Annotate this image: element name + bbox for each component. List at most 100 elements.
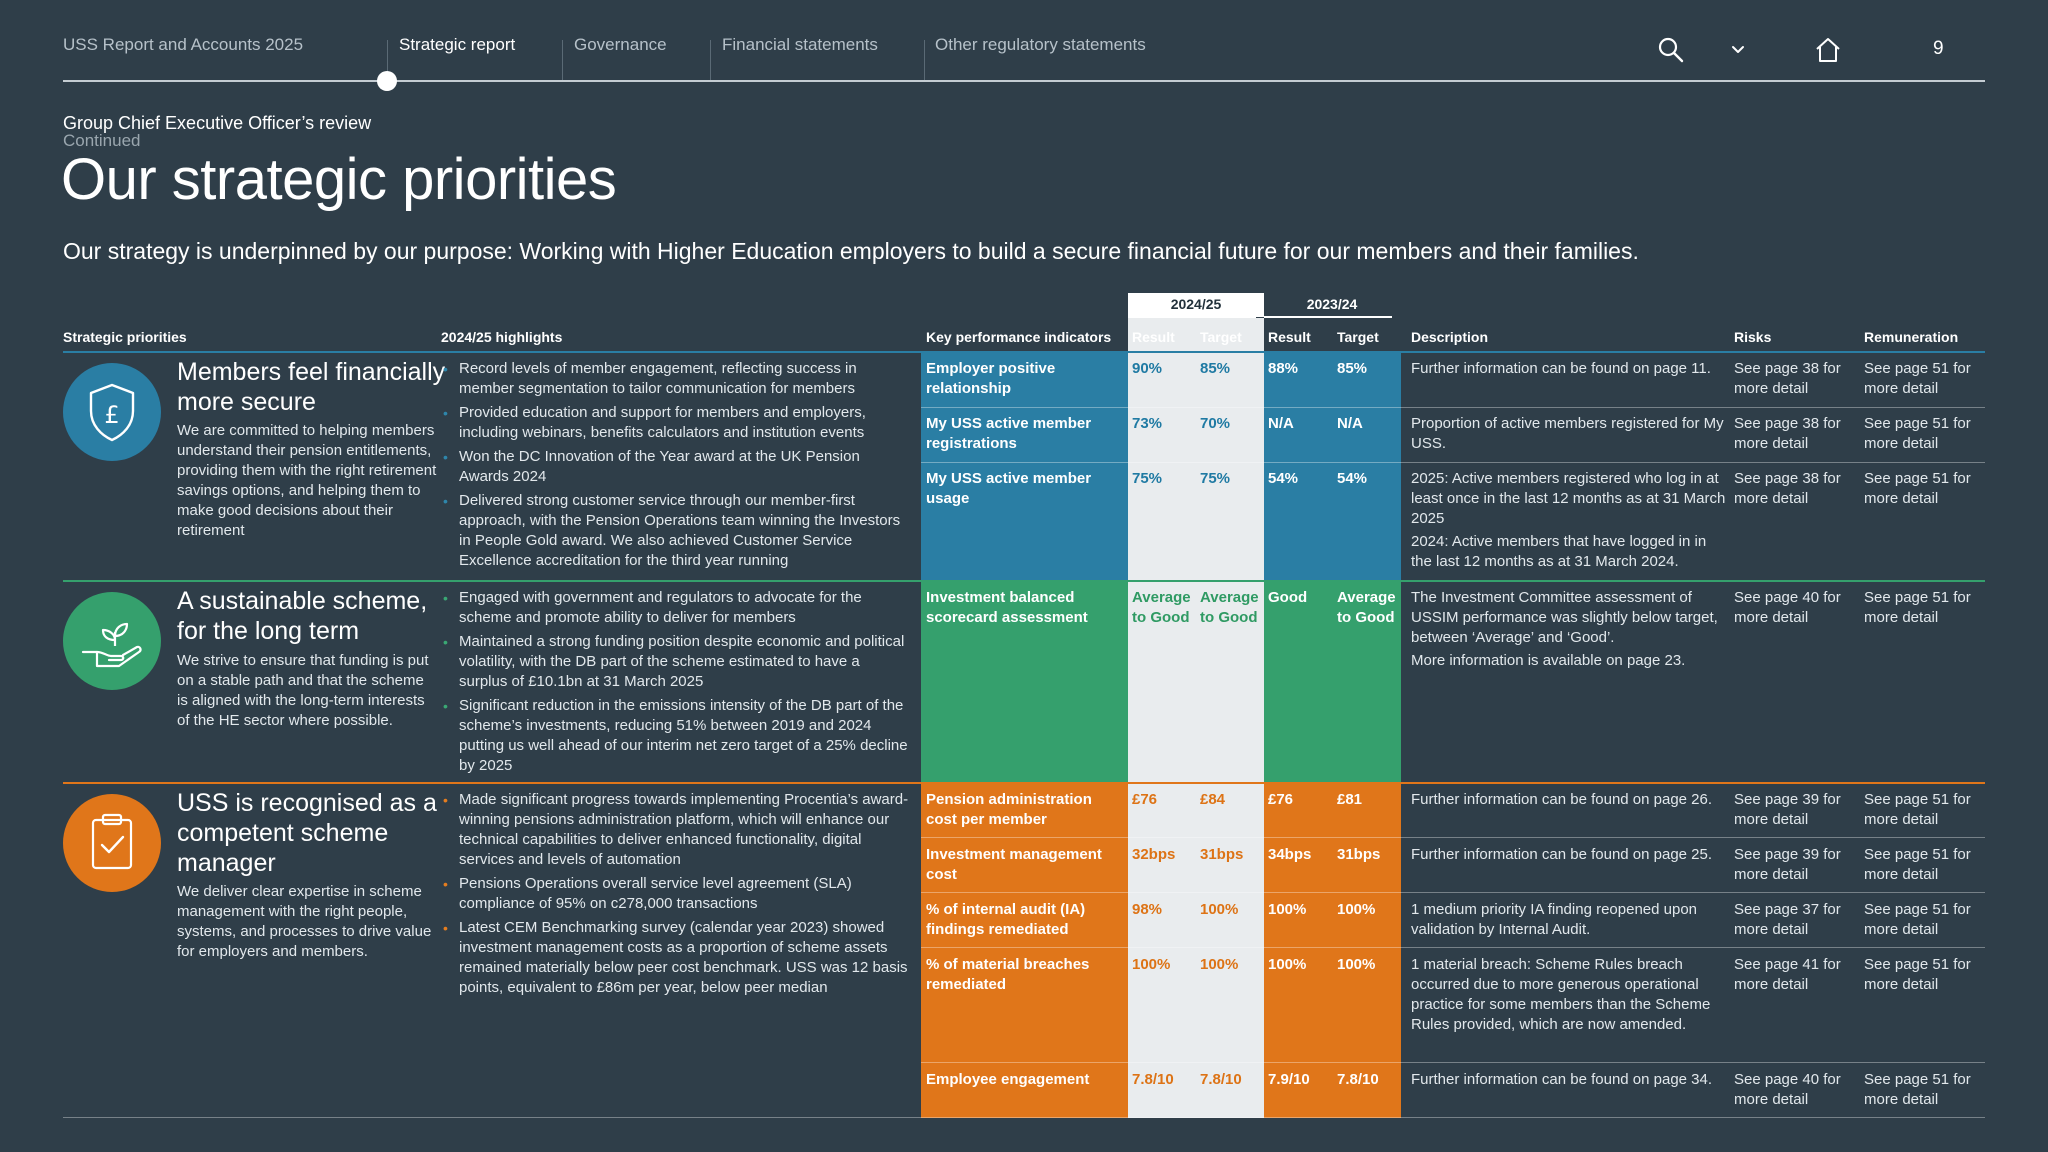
list-item: Latest CEM Benchmarking survey (calendar… (441, 918, 911, 998)
list-item: Engaged with government and regulators t… (441, 588, 911, 628)
current-year-header-bg (1128, 318, 1264, 352)
kpi-risks: See page 40 for more detail (1734, 589, 1841, 626)
priority-title: A sustainable scheme, for the long term (177, 587, 428, 645)
kpi-remuneration: See page 51 for more detail (1864, 415, 1971, 452)
kpi-name: My USS active member usage (926, 470, 1092, 507)
kpi-description: 2025: Active members registered who log … (1411, 470, 1726, 527)
divider-competent (63, 782, 1985, 784)
section-label: Group Chief Executive Officer’s review (63, 113, 372, 133)
kpi-target-previous: £81 (1337, 791, 1363, 808)
kpi-target-current: 70% (1200, 415, 1231, 432)
kpi-result-previous: 54% (1268, 470, 1299, 487)
year-underline (1264, 316, 1392, 318)
chevron-down-icon[interactable] (1724, 36, 1752, 64)
kpi-remuneration: See page 51 for more detail (1864, 791, 1971, 828)
kpi-description: Further information can be found on page… (1411, 360, 1711, 377)
kpi-description: Further information can be found on page… (1411, 1071, 1713, 1088)
kpi-remuneration: See page 51 for more detail (1864, 846, 1971, 883)
clipboard-check-icon (63, 794, 161, 892)
list-item: Made significant progress towards implem… (441, 790, 911, 870)
tab-strategic-report[interactable]: Strategic report (399, 35, 516, 54)
header-priorities: Strategic priorities (63, 329, 187, 345)
tab-other-regulatory-statements[interactable]: Other regulatory statements (935, 35, 1146, 54)
tab-financial-statements[interactable]: Financial statements (722, 35, 878, 54)
kpi-description: Proportion of active members registered … (1411, 415, 1724, 452)
header-remuneration: Remuneration (1864, 329, 1959, 345)
nav-progress-rule (63, 80, 1985, 82)
nav-progress-marker[interactable] (377, 71, 397, 91)
header-result-current: Result (1132, 329, 1175, 345)
kpi-result-current: 75% (1132, 470, 1163, 487)
svg-text:£: £ (104, 401, 119, 429)
hand-plant-icon (63, 592, 161, 690)
kpi-result-previous: 100% (1268, 956, 1307, 973)
priority-title: USS is recognised as a competent scheme … (177, 789, 437, 877)
table-bottom-rule (63, 1117, 1985, 1118)
page-title: Our strategic priorities (61, 147, 617, 212)
highlights-list: Made significant progress towards implem… (441, 790, 911, 1002)
top-navigation: USS Report and Accounts 2025 Strategic r… (63, 0, 1985, 91)
kpi-result-current: 98% (1132, 901, 1163, 918)
home-icon[interactable] (1814, 36, 1842, 64)
kpi-description: 1 material breach: Scheme Rules breach o… (1411, 956, 1711, 1033)
highlights-list: Record levels of member engagement, refl… (441, 359, 911, 575)
kpi-risks: See page 38 for more detail (1734, 360, 1841, 397)
nav-divider (924, 40, 925, 80)
page-number: 9 (1933, 38, 1944, 59)
kpi-remuneration: See page 51 for more detail (1864, 1071, 1971, 1108)
kpi-result-previous: 100% (1268, 901, 1307, 918)
priority-description: We deliver clear expertise in scheme man… (177, 883, 432, 960)
kpi-description: More information is available on page 23… (1411, 652, 1686, 669)
kpi-target-current: 100% (1200, 901, 1239, 918)
list-item: Provided education and support for membe… (441, 403, 911, 443)
divider-members (63, 351, 1985, 353)
kpi-remuneration: See page 51 for more detail (1864, 589, 1971, 626)
header-highlights: 2024/25 highlights (441, 329, 563, 345)
year-previous-header: 2023/24 (1306, 296, 1358, 312)
intro-text: Our strategy is underpinned by our purpo… (63, 238, 1639, 264)
kpi-target-previous: 100% (1337, 956, 1376, 973)
nav-divider (387, 40, 388, 80)
kpi-result-current: 90% (1132, 360, 1163, 377)
list-item: Maintained a strong funding position des… (441, 632, 911, 692)
kpi-target-current: Average to Good (1200, 589, 1259, 626)
kpi-description: 2024: Active members that have logged in… (1411, 533, 1707, 570)
nav-report-title[interactable]: USS Report and Accounts 2025 (63, 35, 304, 54)
kpi-target-current: 7.8/10 (1200, 1071, 1242, 1088)
nav-divider (562, 40, 563, 80)
kpi-name: Investment balanced scorecard assessment (926, 589, 1088, 626)
kpi-target-current: 85% (1200, 360, 1231, 377)
highlights-list: Engaged with government and regulators t… (441, 588, 911, 780)
year-current-header: 2024/25 (1128, 293, 1264, 317)
shield-pound-icon: £ (63, 363, 161, 461)
kpi-target-current: 31bps (1200, 846, 1244, 863)
kpi-result-current: 32bps (1132, 846, 1176, 863)
current-year-column (1128, 352, 1264, 1118)
kpi-risks: See page 39 for more detail (1734, 791, 1841, 828)
kpi-description: Further information can be found on page… (1411, 791, 1713, 808)
kpi-target-current: £84 (1200, 791, 1226, 808)
kpi-target-previous: 100% (1337, 901, 1376, 918)
list-item: Delivered strong customer service throug… (441, 491, 911, 571)
kpi-remuneration: See page 51 for more detail (1864, 956, 1971, 993)
search-icon[interactable] (1657, 36, 1685, 64)
kpi-remuneration: See page 51 for more detail (1864, 360, 1971, 397)
kpi-target-previous: 85% (1337, 360, 1368, 377)
tab-governance[interactable]: Governance (574, 35, 667, 54)
priority-title: Members feel financially more secure (177, 358, 446, 416)
header-description: Description (1411, 329, 1489, 345)
kpi-name: % of internal audit (IA) findings remedi… (926, 901, 1086, 938)
list-item: Pensions Operations overall service leve… (441, 874, 911, 914)
kpi-target-previous: N/A (1337, 415, 1363, 432)
year-underline (1128, 316, 1256, 318)
header-kpi: Key performance indicators (926, 329, 1112, 345)
header-target-previous: Target (1337, 329, 1379, 345)
kpi-risks: See page 40 for more detail (1734, 1071, 1841, 1108)
kpi-result-previous: 88% (1268, 360, 1299, 377)
kpi-risks: See page 41 for more detail (1734, 956, 1841, 993)
kpi-target-previous: Average to Good (1337, 589, 1396, 626)
kpi-remuneration: See page 51 for more detail (1864, 470, 1971, 507)
kpi-result-previous: Good (1268, 589, 1308, 606)
kpi-risks: See page 38 for more detail (1734, 470, 1841, 507)
kpi-result-current: Average to Good (1132, 589, 1191, 626)
